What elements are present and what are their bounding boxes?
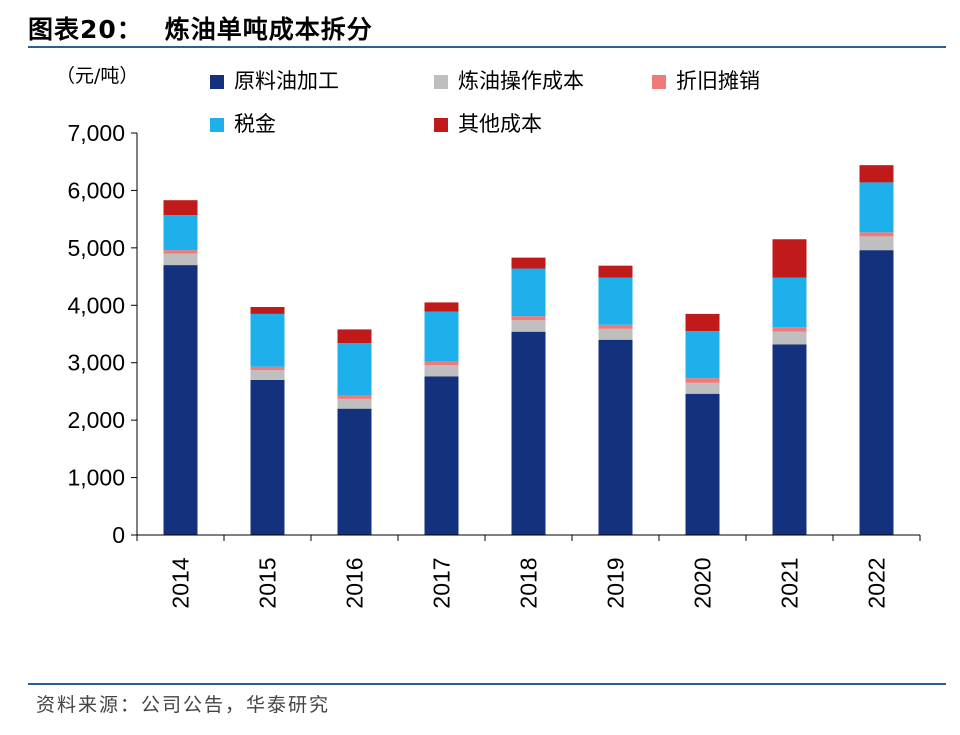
legend-label: 税金: [234, 112, 276, 136]
bar-segment-1: [337, 408, 372, 535]
bar-segment-2: [598, 328, 633, 340]
x-category-label: 2016: [342, 557, 368, 608]
bar-segment-4: [337, 343, 372, 396]
x-category-label: 2018: [516, 557, 542, 608]
bar-segment-3: [337, 395, 372, 399]
y-tick-label: 6,000: [67, 177, 125, 203]
y-tick-label: 4,000: [67, 292, 125, 318]
bar-segment-5: [424, 302, 459, 312]
legend-label: 炼油操作成本: [458, 69, 584, 93]
bar-segment-5: [511, 257, 546, 269]
bar-segment-2: [685, 382, 720, 394]
bar-segment-4: [598, 277, 633, 325]
bar-segment-1: [424, 376, 459, 535]
bar-segment-3: [598, 324, 633, 329]
x-category-label: 2015: [255, 557, 281, 608]
bar-segment-4: [511, 268, 546, 317]
bar-segment-3: [424, 360, 459, 366]
top-rule: [28, 46, 946, 48]
y-tick-label: 3,000: [67, 350, 125, 376]
x-category-label: 2017: [429, 557, 455, 608]
bar-segment-1: [163, 265, 198, 535]
bottom-rule: [28, 683, 946, 685]
x-category-label: 2020: [690, 557, 716, 608]
x-category-label: 2021: [777, 557, 803, 608]
bar-segment-2: [337, 398, 372, 409]
bar-segment-4: [250, 313, 285, 367]
figure-label: 图表20：: [28, 15, 143, 44]
bar-segment-5: [337, 329, 372, 344]
bar-segment-5: [598, 265, 633, 278]
bar-segment-1: [598, 339, 633, 535]
bar-segment-5: [163, 200, 198, 216]
bar-segment-1: [511, 331, 546, 535]
bar-segment-4: [685, 331, 720, 379]
legend-swatch: [652, 75, 666, 89]
bar-segment-5: [859, 165, 894, 183]
legend-swatch: [434, 75, 448, 89]
bar-segment-2: [859, 236, 894, 251]
bar-segment-1: [859, 250, 894, 535]
bars: [163, 165, 894, 535]
bar-segment-1: [685, 393, 720, 535]
y-tick-label: 5,000: [67, 235, 125, 261]
bar-segment-4: [163, 215, 198, 251]
bar-segment-3: [511, 316, 546, 321]
bar-segment-3: [685, 378, 720, 383]
legend-label: 折旧摊销: [676, 69, 760, 93]
legend-label: 其他成本: [458, 112, 542, 136]
y-tick-label: 2,000: [67, 407, 125, 433]
legend-swatch: [210, 118, 224, 132]
source-note: 资料来源：公司公告，华泰研究: [36, 694, 331, 716]
figure-name: 炼油单吨成本拆分: [164, 15, 373, 44]
y-tick-label: 7,000: [67, 120, 125, 146]
bar-segment-5: [772, 239, 807, 278]
bar-segment-2: [772, 331, 807, 345]
legend-swatch: [210, 75, 224, 89]
bar-segment-1: [250, 379, 285, 535]
bar-segment-5: [250, 307, 285, 314]
figure-title: 图表20： 炼油单吨成本拆分: [28, 10, 373, 46]
legend-label: 原料油加工: [234, 69, 339, 93]
bar-segment-2: [163, 253, 198, 266]
y-tick-label: 0: [112, 522, 125, 548]
x-category-label: 2022: [864, 557, 890, 608]
bar-segment-5: [685, 313, 720, 332]
y-axis: 0 1,000 2,000 3,000 4,000 5,000 6,000 7,000: [67, 120, 138, 548]
bar-segment-2: [424, 365, 459, 377]
bar-segment-4: [859, 182, 894, 233]
y-tick-label: 1,000: [67, 465, 125, 491]
x-axis: 2014 2015 2016 2017 2018 2019 2020 2021 2022: [136, 534, 921, 609]
bar-segment-2: [511, 320, 546, 332]
bar-segment-3: [163, 250, 198, 254]
x-category-label: 2014: [168, 557, 194, 608]
bar-segment-3: [250, 366, 285, 371]
bar-segment-3: [772, 327, 807, 332]
bar-segment-4: [772, 277, 807, 328]
bar-segment-3: [859, 232, 894, 237]
legend-swatch: [434, 118, 448, 132]
y-axis-unit-label: （元/吨）: [56, 65, 138, 87]
bar-segment-1: [772, 344, 807, 535]
bar-segment-4: [424, 311, 459, 361]
bar-segment-2: [250, 370, 285, 380]
x-category-label: 2019: [603, 557, 629, 608]
